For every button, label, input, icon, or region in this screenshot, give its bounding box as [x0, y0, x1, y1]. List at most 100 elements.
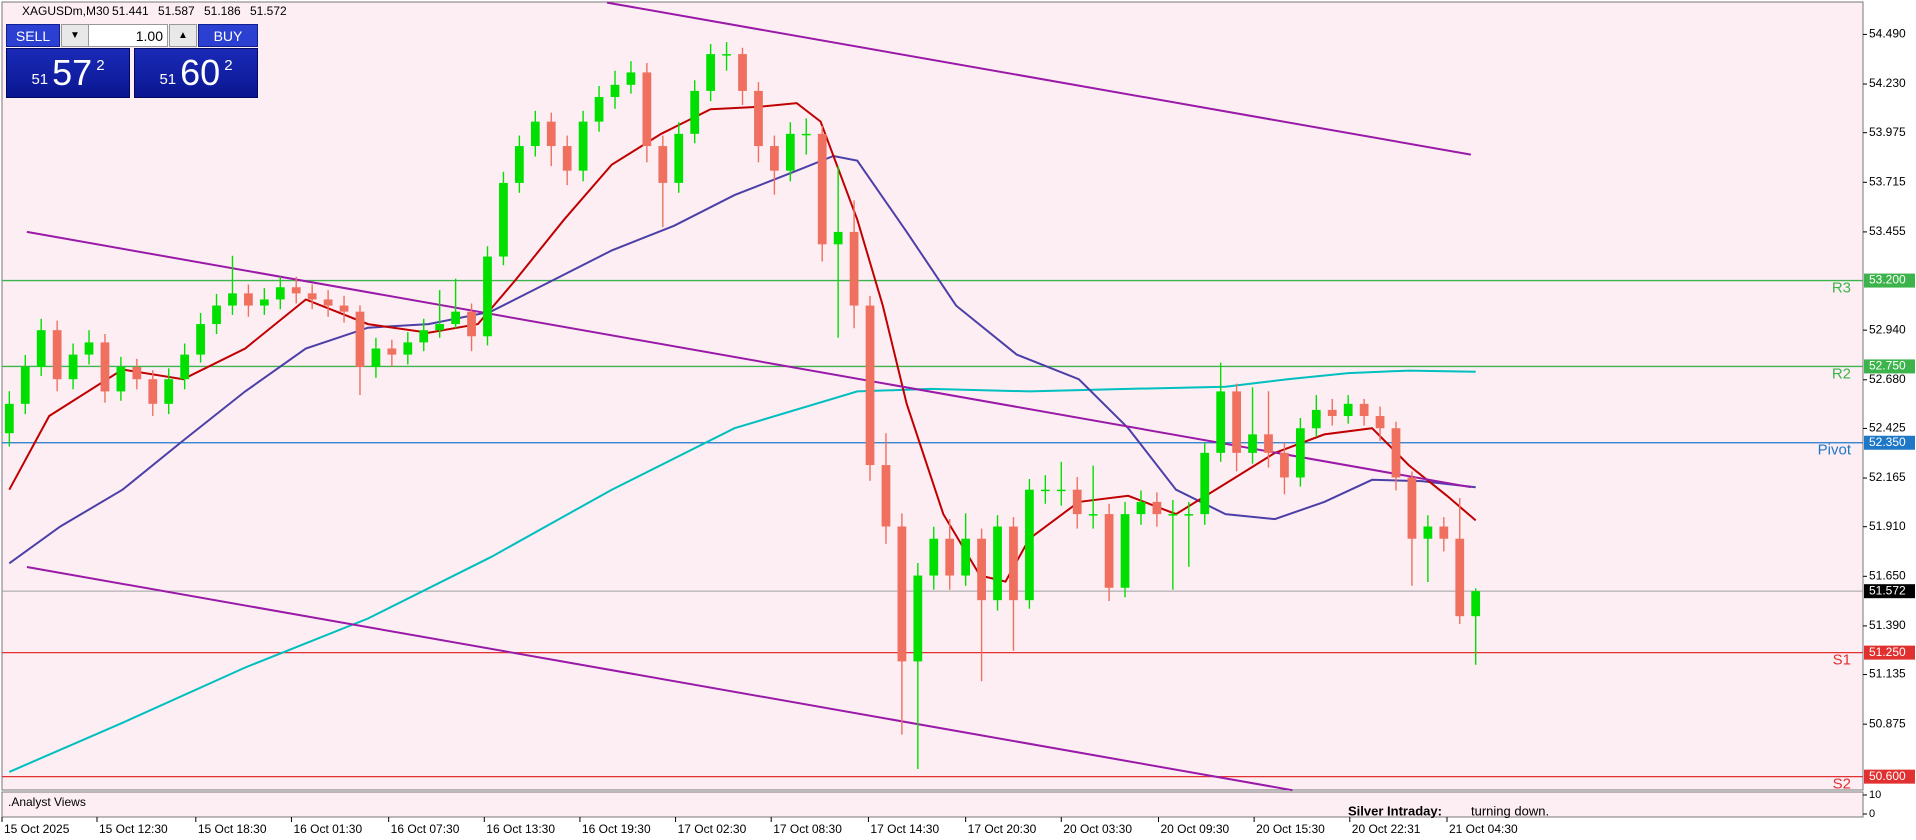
y-tick-label: 51.390 [1869, 618, 1906, 632]
candle-body [913, 575, 923, 662]
level-label: 51.250 [1869, 645, 1906, 659]
x-tick-label: 20 Oct 22:31 [1352, 822, 1421, 836]
candle-body [530, 121, 540, 147]
buy-pips: 60 [180, 52, 221, 93]
indicator-tick-label: 0 [1869, 808, 1875, 820]
level-box [1864, 359, 1915, 374]
x-tick-label: 17 Oct 08:30 [773, 822, 842, 836]
candle-body [1471, 591, 1481, 617]
sell-price[interactable]: 51 57 2 [6, 48, 130, 98]
candle-body [945, 538, 955, 576]
candle-body [546, 121, 556, 147]
lot-down[interactable]: ▼ [61, 24, 89, 47]
buy-button[interactable]: BUY [198, 24, 258, 47]
sell-point: 2 [96, 56, 105, 74]
candle-body [1120, 514, 1130, 588]
candle-body [435, 324, 445, 331]
trend-line [606, 1, 1472, 156]
y-tick-label: 54.490 [1869, 27, 1906, 41]
indicator-name: .Analyst Views [8, 795, 86, 809]
lot-field[interactable]: 1.00 [88, 24, 168, 47]
y-tick-label: 53.975 [1869, 125, 1906, 139]
candle-body [1295, 428, 1305, 478]
x-tick-label: 17 Oct 14:30 [870, 822, 939, 836]
level-box [1864, 645, 1915, 660]
candle-body [323, 299, 333, 306]
symbol: XAGUSDm,M30 [22, 4, 110, 18]
candle-body [1280, 452, 1289, 478]
sell-pips: 57 [52, 52, 93, 93]
candle-body [100, 342, 110, 392]
header-open: 51.441 [112, 4, 149, 18]
candle-body [1009, 526, 1018, 601]
buy-price[interactable]: 51 60 2 [134, 48, 258, 98]
candle-body [307, 293, 317, 300]
level-name: R2 [1832, 365, 1851, 382]
lot-up[interactable]: ▲ [169, 24, 197, 47]
candle-body [212, 305, 221, 325]
sell-button[interactable]: SELL [6, 24, 60, 47]
y-tick-label: 50.875 [1869, 716, 1906, 730]
candle-body [4, 403, 14, 434]
candle-body [1343, 403, 1353, 417]
x-tick-label: 15 Oct 12:30 [99, 822, 168, 836]
candle-body [977, 538, 986, 601]
candle-body [961, 538, 971, 576]
candle-body [180, 354, 190, 380]
candle-body [36, 330, 46, 367]
plot-area [1, 1, 1864, 791]
candle-body [1056, 489, 1066, 492]
level-name: S2 [1833, 776, 1851, 793]
candle-body [1264, 434, 1273, 453]
candle-body [451, 311, 460, 325]
candle-body [1375, 416, 1385, 429]
trend-line [26, 230, 1472, 489]
candle-body [1439, 526, 1449, 539]
candle-body [1248, 434, 1257, 453]
header-low: 51.186 [204, 4, 241, 18]
candle-body [865, 305, 875, 466]
candle-body [244, 293, 253, 306]
candle-body [1200, 452, 1210, 515]
candle-body [467, 311, 476, 337]
candle-body [228, 293, 237, 306]
x-tick-label: 17 Oct 02:30 [678, 822, 747, 836]
candle-body [1359, 403, 1369, 417]
candle-body [1327, 409, 1337, 417]
candle-body [1423, 526, 1433, 539]
y-tick-label: 52.165 [1869, 470, 1906, 484]
candle-body [514, 146, 524, 183]
candle-body [1104, 514, 1114, 588]
candle-body [499, 182, 508, 257]
candle-body [562, 146, 572, 171]
candle-body [1455, 538, 1465, 617]
sell-big-figure: 51 [31, 70, 49, 88]
candle-body [403, 342, 413, 355]
y-tick-label: 54.230 [1869, 76, 1906, 90]
level-label: 53.200 [1869, 273, 1906, 287]
level-label: 52.350 [1869, 435, 1906, 449]
trade-panel: SELL ▼ 1.00 ▲ BUY 51 57 2 51 60 2 [6, 24, 258, 98]
candle-body [116, 366, 126, 392]
moving-average [8, 369, 1476, 773]
candle-body [84, 342, 94, 355]
level-box [1864, 435, 1915, 450]
buy-point: 2 [224, 56, 233, 74]
y-tick-label: 53.715 [1869, 174, 1906, 188]
y-tick-label: 53.455 [1869, 224, 1906, 238]
moving-average [8, 154, 1476, 565]
candle-body [690, 90, 700, 134]
candle-body [1407, 477, 1417, 539]
candle-body [20, 366, 30, 404]
candle-body [754, 90, 763, 147]
candle-body [929, 538, 939, 576]
candle-body [1040, 489, 1050, 492]
candle-body [259, 299, 269, 306]
y-tick-label: 52.680 [1869, 372, 1906, 386]
candle-body [594, 97, 604, 122]
candle-body [770, 146, 779, 171]
candle-body [674, 133, 684, 183]
candle-body [722, 54, 731, 56]
